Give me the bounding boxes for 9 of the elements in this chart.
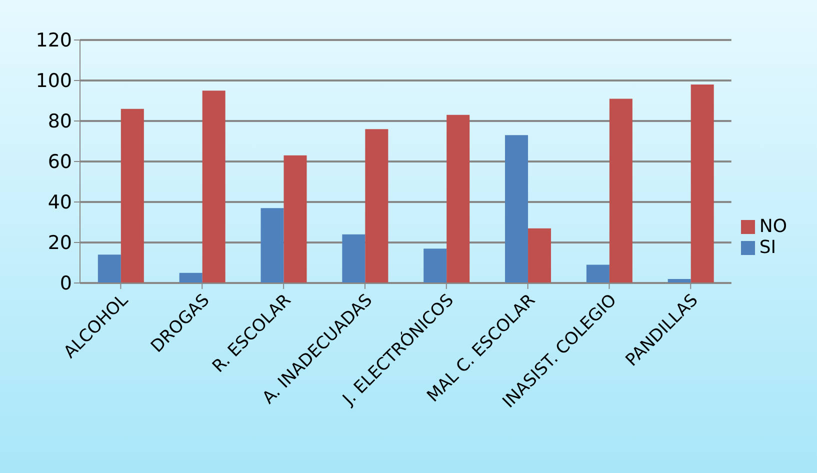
y-tick-label: 20 <box>48 232 72 254</box>
y-tick-label: 40 <box>48 192 72 214</box>
legend-label: NO <box>759 216 787 236</box>
legend-label: SI <box>759 236 776 258</box>
y-tick-label: 80 <box>48 110 72 133</box>
y-tick-label: 60 <box>48 151 72 174</box>
y-tick-label: 120 <box>36 30 72 52</box>
y-tick-label: 100 <box>36 70 72 92</box>
y-tick-label: 0 <box>60 272 72 295</box>
